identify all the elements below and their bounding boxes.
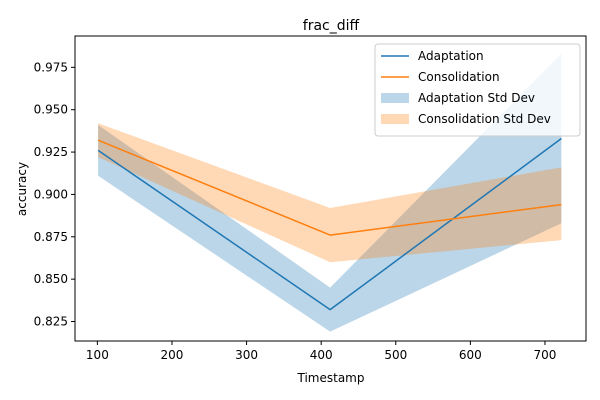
- legend-swatch-band-0: [381, 93, 409, 103]
- series-line-1: [97, 139, 562, 236]
- legend-box: [374, 43, 581, 137]
- y-axis: 0.825 0.850 0.875 0.900 0.925 0.950 0.975: [34, 60, 75, 329]
- legend-label-band-1: Consolidation Std Dev: [418, 112, 551, 126]
- x-tick-label-3: 400: [310, 348, 333, 362]
- y-tick-label-3: 0.900: [34, 187, 68, 201]
- plot-frame: [74, 35, 587, 342]
- y-tick-label-6: 0.975: [34, 60, 68, 74]
- x-axis-label: Timestamp: [297, 371, 365, 385]
- x-tick-label-6: 700: [534, 348, 557, 362]
- y-tick-label-1: 0.850: [34, 272, 68, 286]
- series-line-0: [97, 137, 562, 311]
- x-tick-label-2: 300: [235, 348, 258, 362]
- y-tick-label-0: 0.825: [34, 315, 68, 329]
- chart-title: frac_diff: [303, 18, 360, 34]
- legend-label-series-1: Consolidation: [418, 70, 500, 84]
- legend-label-series-0: Adaptation: [418, 49, 484, 63]
- x-tick-label-5: 600: [459, 348, 482, 362]
- x-tick-label-4: 500: [384, 348, 407, 362]
- y-tick-label-4: 0.925: [34, 145, 68, 159]
- legend: Adaptation Consolidation Adaptation Std De…: [374, 43, 581, 137]
- std-band-1: [98, 123, 562, 263]
- x-axis: 100 200 300 400 500 600 700: [86, 341, 556, 362]
- legend-label-band-0: Adaptation Std Dev: [418, 91, 535, 105]
- x-tick-label-0: 100: [86, 348, 109, 362]
- y-axis-label: accuracy: [15, 162, 29, 216]
- plot-area: [97, 53, 562, 332]
- y-tick-label-2: 0.875: [34, 230, 68, 244]
- x-tick-label-1: 200: [161, 348, 184, 362]
- legend-swatch-band-1: [381, 114, 409, 124]
- std-band-0: [98, 53, 562, 332]
- y-tick-label-5: 0.950: [34, 103, 68, 117]
